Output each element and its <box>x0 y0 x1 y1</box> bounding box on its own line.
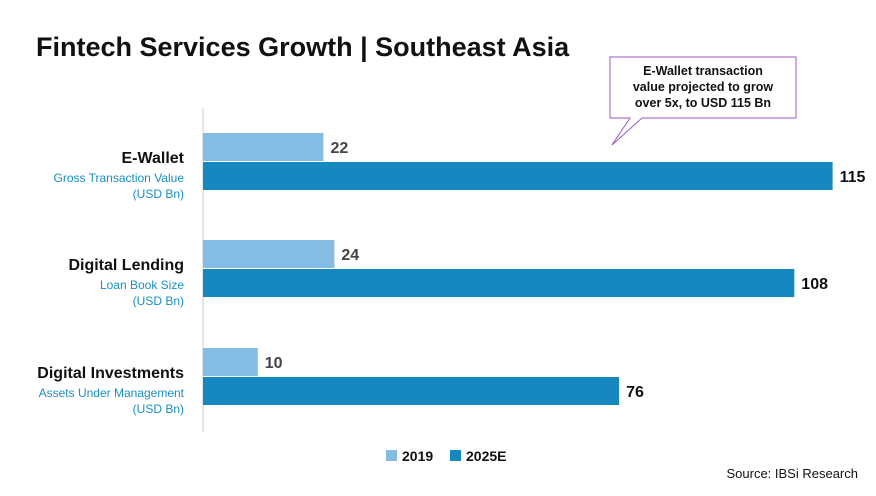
category-sublabel: (USD Bn) <box>133 187 184 201</box>
data-label: 10 <box>265 355 283 372</box>
data-label: 24 <box>341 247 359 264</box>
annotation-callout: E-Wallet transaction value projected to g… <box>609 56 797 146</box>
bar-2019-digital-lending <box>203 240 335 268</box>
legend-label: 2019 <box>402 448 433 464</box>
data-label: 22 <box>330 140 348 157</box>
data-label: 115 <box>840 169 866 186</box>
bar-2025e-digital-lending <box>203 269 795 297</box>
legend-swatch <box>450 450 461 461</box>
legend: 2019 2025E <box>386 448 506 464</box>
bar-2019-digital-investments <box>203 348 258 376</box>
category-sublabel: Loan Book Size <box>100 278 184 292</box>
data-label: 108 <box>801 276 828 293</box>
legend-swatch <box>386 450 397 461</box>
category-sublabel: Assets Under Management <box>39 386 185 400</box>
chart-title: Fintech Services Growth | Southeast Asia <box>36 32 570 62</box>
annotation-line: E-Wallet transaction <box>643 64 763 78</box>
annotation-line: value projected to grow <box>633 80 774 94</box>
bar-2025e-e-wallet <box>203 162 833 190</box>
category-sublabel: (USD Bn) <box>133 402 184 416</box>
annotation-line: over 5x, to USD 115 Bn <box>635 96 771 110</box>
bar-2019-e-wallet <box>203 133 324 161</box>
source-note: Source: IBSi Research <box>726 466 858 481</box>
category-label: E-Wallet <box>121 150 184 167</box>
category-label: Digital Investments <box>37 365 184 382</box>
bars-group: 22 115 24 108 10 76 <box>203 133 866 405</box>
legend-label: 2025E <box>466 448 506 464</box>
category-sublabel: (USD Bn) <box>133 294 184 308</box>
bar-2025e-digital-investments <box>203 377 620 405</box>
category-labels: E-Wallet Gross Transaction Value (USD Bn) D… <box>37 150 184 416</box>
category-sublabel: Gross Transaction Value <box>53 171 184 185</box>
callout-bubble <box>609 56 797 146</box>
category-label: Digital Lending <box>68 257 184 274</box>
data-label: 76 <box>626 384 644 401</box>
